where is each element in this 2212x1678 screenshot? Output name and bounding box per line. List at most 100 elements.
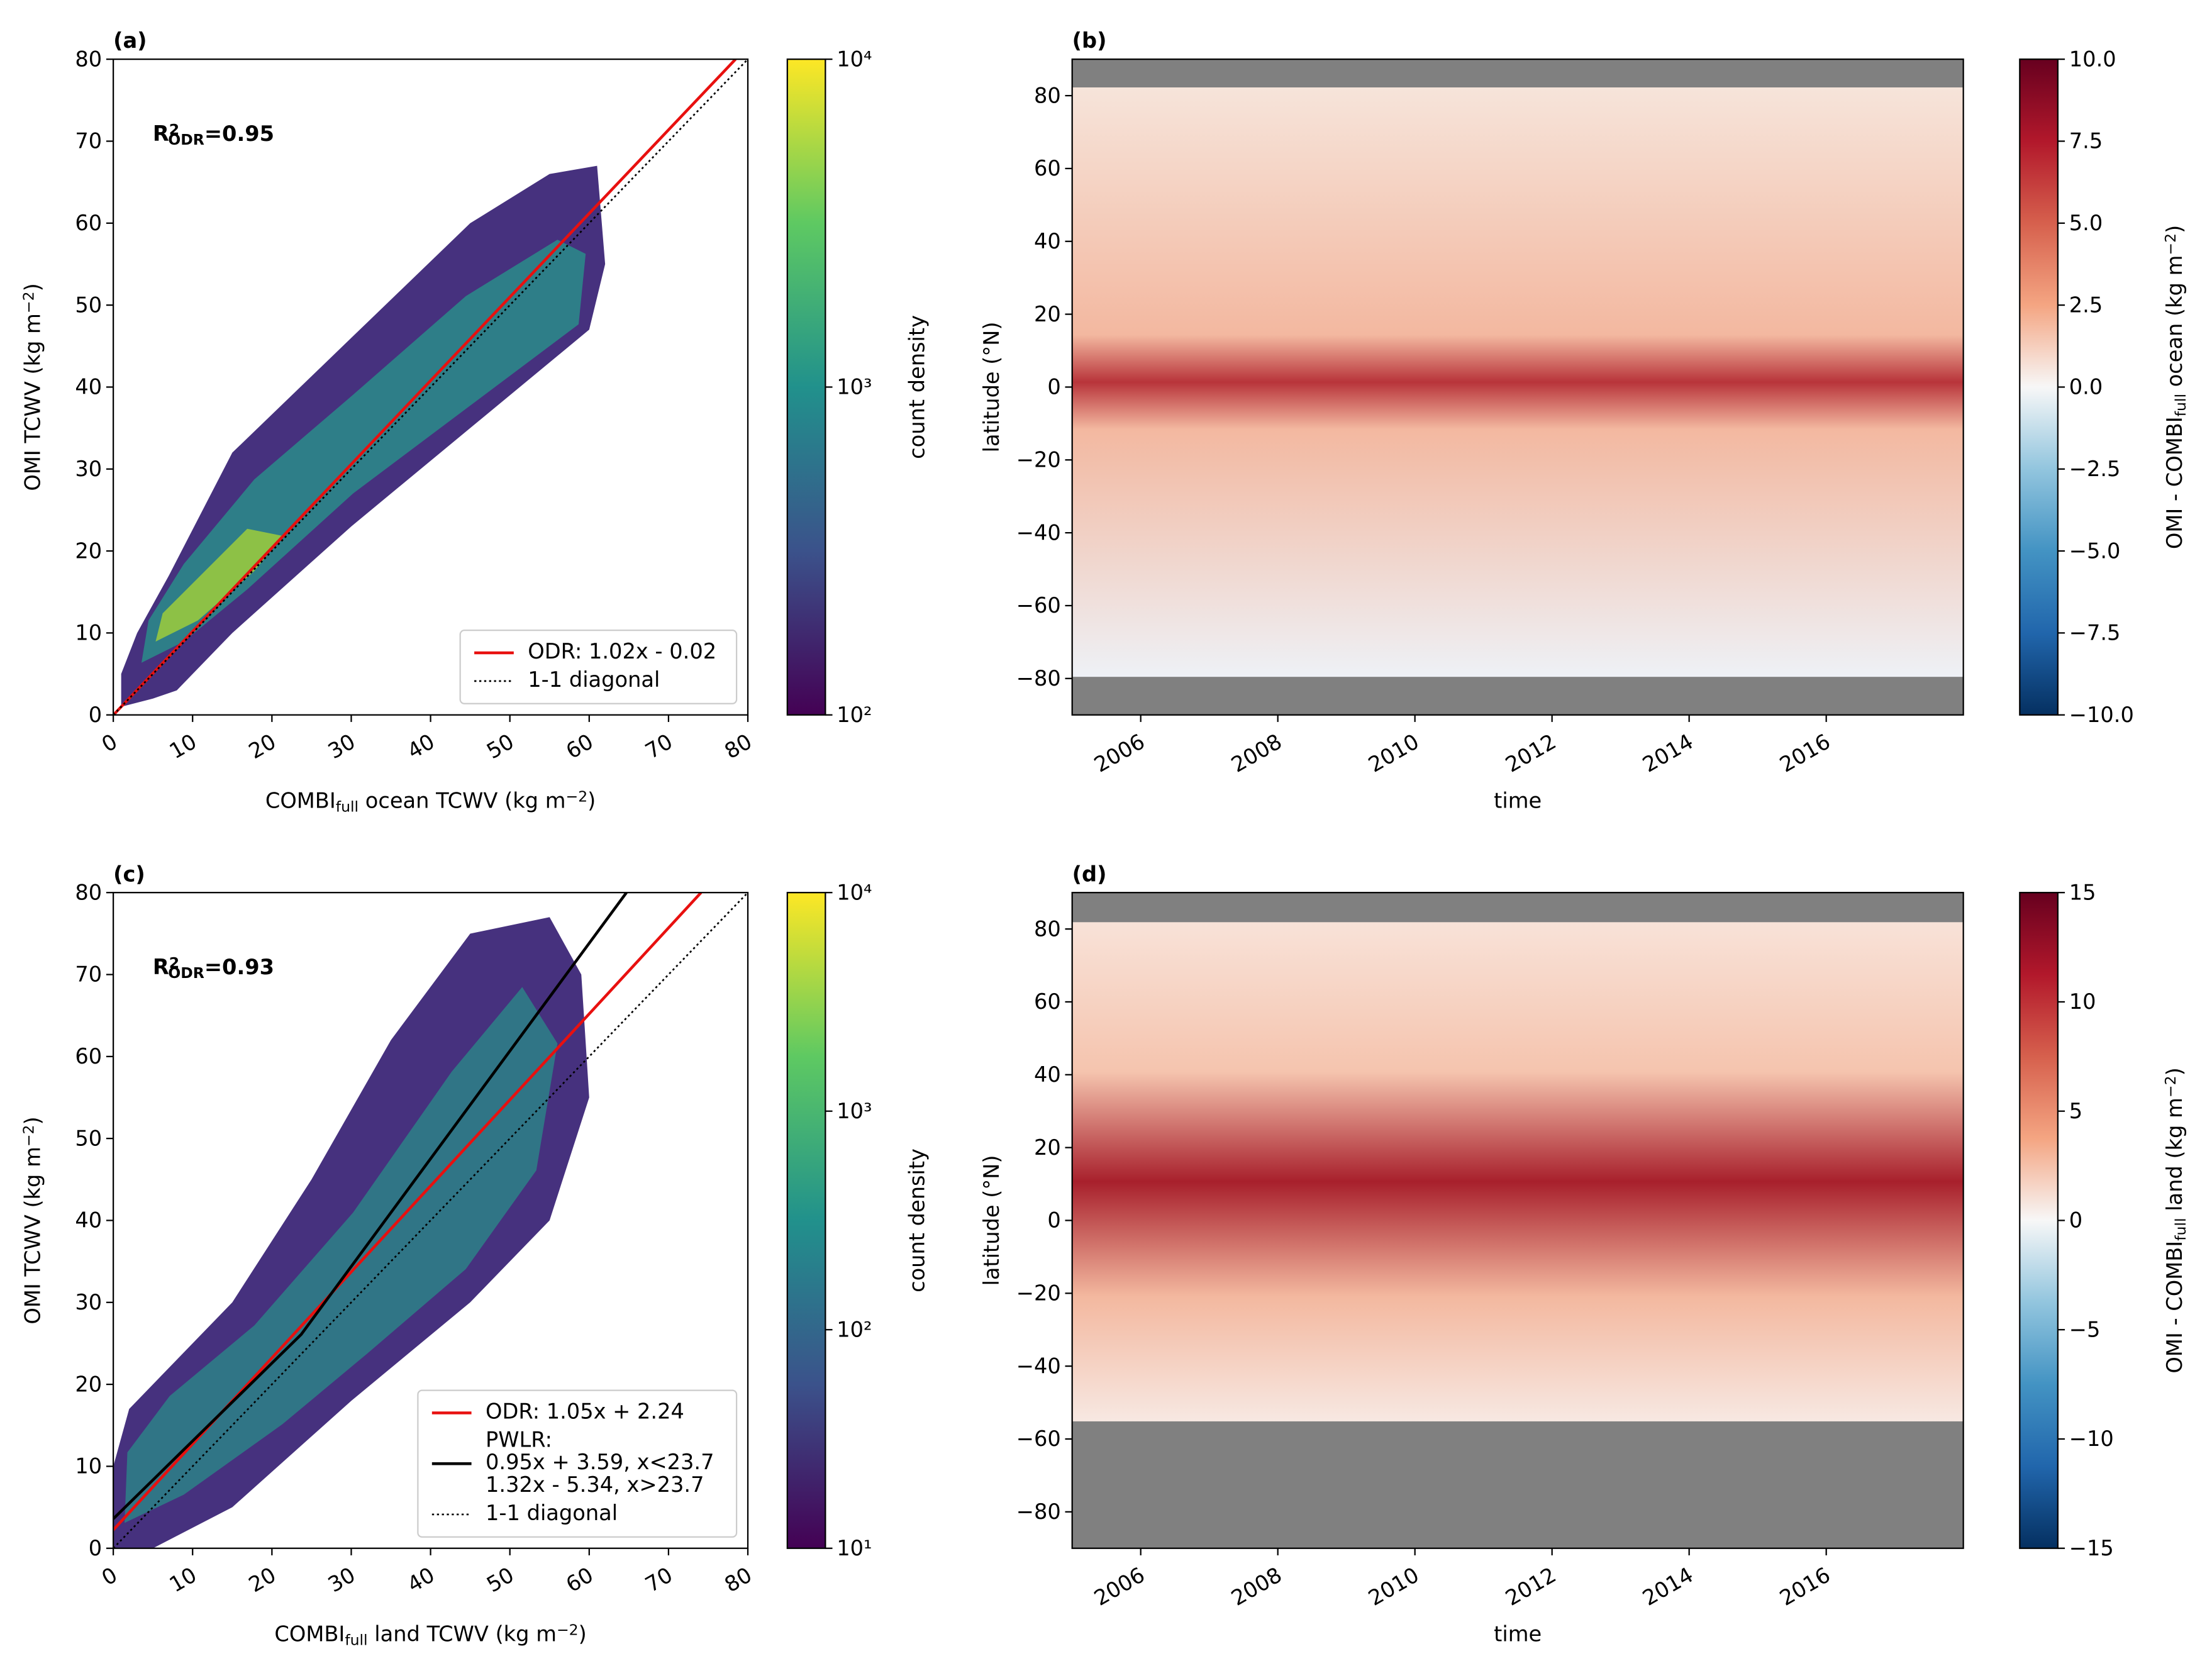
annotation-part: =0.95 [204,121,274,146]
annotation: R2 ODR=0.93 [153,955,274,982]
colorbar-tick-label: 2.5 [2069,292,2103,317]
y-axis-label-part: latitude (°N) [979,1155,1004,1286]
y-tick-label: 20 [75,1372,102,1396]
x-tick-label: 2014 [1638,729,1698,777]
colorbar-tick-label: 10³ [836,1099,872,1123]
colorbar-label-part: ocean (kg m [2162,255,2187,394]
y-tick-label: 40 [75,1208,102,1233]
y-tick-label: 80 [1034,916,1061,941]
x-axis-label-part: ocean TCWV (kg m [358,789,565,813]
y-tick-label: 50 [75,292,102,317]
x-axis-label-sup: −2 [557,1621,579,1639]
y-tick-label: −80 [1016,1499,1061,1524]
x-axis-label-part: land TCWV (kg m [368,1622,557,1647]
colorbar-label-part: OMI - COMBI [2162,1241,2187,1374]
y-tick-label: 60 [75,211,102,235]
colorbar [786,58,826,716]
x-axis-label-part: time [1494,789,1542,813]
x-axis-label-sup: −2 [565,788,587,806]
y-tick-label: 0 [89,1536,102,1560]
annotation-sup: 2 [169,121,179,139]
x-tick-label: 30 [324,729,360,764]
colorbar-tick-label: 0.0 [2069,375,2103,399]
x-axis-label: time [1494,1622,1542,1647]
y-tick-label: 20 [1034,1135,1061,1160]
x-tick-label: 40 [403,729,439,764]
y-axis-label-sup: −2 [20,291,38,313]
colorbar-tick-label: −5.0 [2069,538,2121,563]
colorbar-tick-label: 10.0 [2069,47,2116,71]
y-tick-label: −60 [1016,593,1061,618]
heatmap-field [1072,87,1964,677]
y-tick-label: −40 [1016,1353,1061,1378]
y-tick-label: 30 [75,1290,102,1314]
y-axis-label: latitude (°N) [979,321,1004,452]
x-tick-label: 70 [641,729,677,764]
y-tick-label: 0 [1047,375,1060,399]
colorbar-tick-label: −15 [2069,1536,2114,1560]
y-axis-label-part: ) [21,283,45,291]
x-tick-label: 2008 [1227,729,1286,777]
fit-line [113,59,737,715]
y-tick-label: 10 [75,1454,102,1479]
y-tick-label: 80 [75,47,102,71]
colorbar [2019,892,2059,1549]
y-tick-label: −80 [1016,666,1061,691]
y-tick-label: 70 [75,129,102,153]
x-tick-label: 2006 [1090,729,1149,777]
y-tick-label: 30 [75,457,102,481]
colorbar-label: count density [904,315,929,459]
x-tick-label: 60 [562,729,597,764]
legend-label: 1-1 diagonal [486,1501,618,1525]
colorbar-tick-label: 10¹ [836,1536,872,1560]
colorbar-label-part: ) [2162,225,2187,233]
y-axis-label: OMI TCWV (kg m−2) [20,283,45,491]
x-axis-label: time [1494,789,1542,813]
colorbar-label-sup: −2 [2162,1075,2180,1097]
x-axis-label-sub: full [336,798,358,816]
x-tick-label: 2010 [1364,729,1423,777]
x-tick-label: 2012 [1501,1562,1560,1611]
x-tick-label: 0 [97,729,121,757]
x-tick-label: 30 [324,1562,360,1597]
x-tick-label: 0 [97,1562,121,1590]
legend-label: PWLR: [486,1427,552,1452]
x-tick-label: 40 [403,1562,439,1597]
y-tick-label: 60 [75,1044,102,1069]
colorbar-tick-label: 7.5 [2069,129,2103,153]
x-tick-label: 2012 [1501,729,1560,777]
colorbar-label: OMI - COMBIfull land (kg m−2) [2162,1067,2190,1373]
colorbar-tick-label: 15 [2069,880,2096,904]
y-axis-label-part: latitude (°N) [979,321,1004,452]
annotation: R2 ODR=0.95 [153,121,274,149]
x-axis-label-sub: full [345,1631,367,1649]
fit-line [113,892,748,1548]
legend-label: 1.32x - 5.34, x>23.7 [486,1472,704,1497]
y-tick-label: 50 [75,1126,102,1150]
x-tick-label: 70 [641,1562,677,1597]
colorbar-label: count density [904,1148,929,1292]
legend-box [417,1389,738,1538]
y-tick-label: 20 [1034,302,1061,326]
x-tick-label: 80 [720,1562,756,1597]
annotation-part: =0.93 [204,955,274,979]
y-tick-label: 40 [1034,1062,1061,1087]
legend-label: 1-1 diagonal [528,667,660,692]
colorbar-tick-label: 10² [836,703,872,727]
y-axis-label-sup: −2 [20,1125,38,1147]
x-tick-label: 50 [482,729,518,764]
panel-title: (a) [113,28,147,53]
x-tick-label: 20 [245,1562,281,1597]
y-tick-label: 40 [75,375,102,399]
heatmap-field [1072,922,1964,1421]
colorbar-label-part: land (kg m [2162,1097,2187,1218]
y-axis-label-part: ) [21,1116,45,1125]
y-tick-label: 20 [75,538,102,563]
y-tick-label: −20 [1016,1281,1061,1306]
colorbar-label-part: ) [2162,1067,2187,1075]
colorbar-label-sub: full [2172,1218,2189,1240]
colorbar-label-part: count density [904,315,929,459]
colorbar-label-sup: −2 [2162,233,2180,255]
annotation-part: R [153,955,169,979]
